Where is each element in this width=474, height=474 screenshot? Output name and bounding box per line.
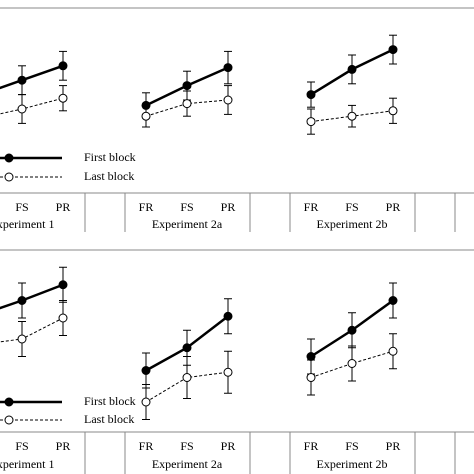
x-tick-label: FR	[139, 439, 154, 453]
marker	[347, 359, 357, 368]
x-tick-label: FS	[180, 200, 193, 214]
marker	[347, 64, 357, 74]
marker	[182, 99, 192, 109]
x-tick-label: PR	[221, 200, 236, 214]
x-tick-label: FR	[304, 200, 319, 214]
marker	[182, 81, 192, 91]
marker	[58, 313, 68, 323]
group-label: Experiment 2a	[152, 217, 223, 231]
legend-label: First block	[84, 150, 136, 164]
marker	[141, 366, 151, 375]
marker	[141, 111, 151, 121]
x-tick-label: PR	[56, 200, 71, 214]
legend-marker	[4, 172, 14, 182]
marker	[388, 296, 398, 305]
marker	[17, 104, 27, 114]
marker	[306, 90, 316, 100]
marker	[388, 106, 398, 116]
x-tick-label: FR	[304, 439, 319, 453]
marker	[306, 373, 316, 382]
legend-label: Last block	[84, 169, 134, 183]
marker	[182, 373, 192, 382]
legend-marker	[4, 153, 14, 163]
marker	[306, 352, 316, 361]
x-tick-label: FS	[180, 439, 193, 453]
marker	[223, 311, 233, 321]
marker	[388, 45, 398, 55]
group-label: Experiment 1	[0, 217, 54, 231]
x-tick-label: FR	[139, 200, 154, 214]
legend-label: First block	[84, 394, 136, 408]
marker	[388, 346, 398, 356]
x-tick-label: FS	[15, 439, 28, 453]
group-label: Experiment 2b	[317, 217, 388, 231]
legend-label: Last block	[84, 412, 134, 426]
x-tick-label: FS	[345, 200, 358, 214]
x-tick-label: FS	[15, 200, 28, 214]
x-tick-label: PR	[386, 200, 401, 214]
x-tick-label: PR	[386, 439, 401, 453]
marker	[347, 111, 357, 121]
group-label: Experiment 2a	[152, 457, 223, 471]
marker	[223, 367, 233, 377]
group-label: Experiment 1	[0, 457, 54, 471]
marker	[17, 334, 27, 344]
legend-marker	[4, 397, 14, 407]
marker	[306, 117, 316, 127]
group-label: Experiment 2b	[317, 457, 388, 471]
marker	[17, 75, 27, 85]
marker	[182, 343, 192, 353]
x-tick-label: PR	[56, 439, 71, 453]
marker	[223, 63, 233, 73]
marker	[141, 397, 151, 407]
x-tick-label: PR	[221, 439, 236, 453]
marker	[347, 325, 357, 335]
marker	[17, 296, 27, 305]
series-line	[310, 350, 394, 378]
marker	[58, 93, 68, 103]
marker	[223, 95, 233, 105]
x-tick-label: FS	[345, 439, 358, 453]
marker	[58, 280, 68, 290]
marker	[58, 61, 68, 71]
legend-marker	[4, 415, 14, 425]
